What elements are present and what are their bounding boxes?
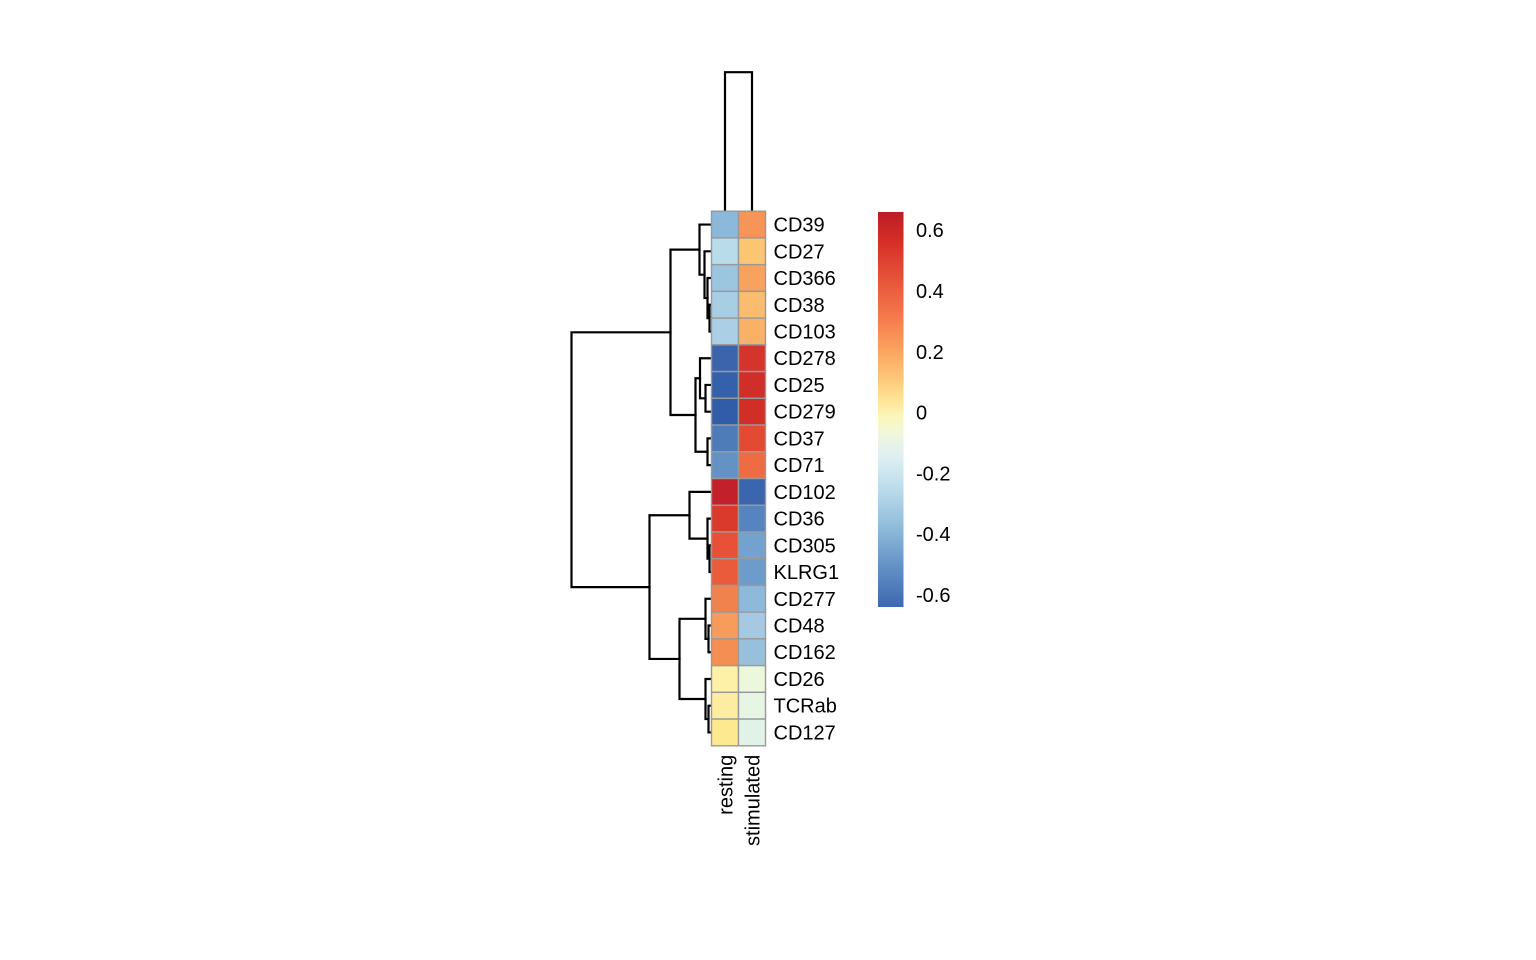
heatmap-cell: [710, 664, 740, 694]
row-label: CD127: [774, 722, 836, 744]
legend-tick-label: -0.2: [916, 463, 950, 485]
heatmap-cell: [710, 477, 740, 506]
legend-tick-label: -0.6: [916, 585, 950, 607]
heatmap-cell: [737, 477, 767, 506]
heatmap-cell: [737, 317, 767, 346]
heatmap-cell: [710, 237, 740, 266]
row-label: CD36: [774, 509, 825, 531]
heatmap-cell: [710, 557, 740, 587]
row-label: CD38: [774, 295, 825, 317]
row-label: TCRab: [774, 696, 837, 718]
heatmap-cell: [737, 237, 767, 266]
heatmap-cell: [737, 638, 767, 667]
row-dendrogram-branch: [678, 617, 707, 701]
row-label: CD102: [774, 482, 836, 504]
heatmap-cell: [710, 344, 740, 373]
row-label: CD71: [774, 455, 825, 477]
row-label: CD25: [774, 375, 825, 397]
heatmap-cell: [737, 210, 767, 239]
heatmap-cell: [710, 718, 740, 747]
row-label: CD278: [774, 348, 836, 370]
heatmap-cell: [737, 290, 767, 319]
legend-tick-label: 0.2: [916, 342, 944, 364]
row-label: CD366: [774, 268, 836, 290]
row-label: CD305: [774, 535, 836, 557]
heatmap-cell: [710, 691, 740, 720]
heatmap-cell: [737, 370, 767, 400]
row-label: CD103: [774, 321, 836, 343]
row-dendrogram-branch: [570, 331, 672, 589]
heatmap-cell: [737, 451, 767, 480]
heatmap-cell: [737, 584, 767, 613]
row-label: CD27: [774, 241, 825, 263]
heatmap-cell: [737, 424, 767, 453]
heatmap-cell: [710, 290, 740, 319]
column-dendrogram: [723, 71, 754, 213]
row-label: CD37: [774, 428, 825, 450]
heatmap-cell: [737, 397, 767, 426]
heatmap-cell: [710, 531, 740, 560]
legend-bar: [878, 212, 904, 607]
heatmap-cell: [737, 531, 767, 560]
row-label: KLRG1: [774, 562, 840, 584]
heatmap-cell: [710, 584, 740, 613]
legend-tick-label: 0.4: [916, 281, 944, 303]
heatmap-cell: [710, 504, 740, 533]
heatmap-cell: [737, 557, 767, 587]
row-label: CD277: [774, 589, 836, 611]
row-label: CD26: [774, 669, 825, 691]
heatmap-cell: [710, 451, 740, 480]
heatmap-cell: [737, 611, 767, 640]
row-label: CD48: [774, 616, 825, 638]
heatmap-cell: [710, 263, 740, 293]
heatmap-cell: [710, 424, 740, 453]
heatmap-cell: [737, 664, 767, 694]
heatmap-cell: [710, 397, 740, 426]
heatmap-cell: [710, 611, 740, 640]
heatmap-cell: [710, 317, 740, 346]
row-label: CD39: [774, 215, 825, 237]
row-label: CD279: [774, 402, 836, 424]
legend-tick-label: 0.6: [916, 220, 944, 242]
heatmap-cell: [737, 504, 767, 533]
heatmap-cell: [737, 691, 767, 720]
row-label: CD162: [774, 642, 836, 664]
legend-tick-label: 0: [916, 403, 927, 425]
heatmap-cell: [737, 718, 767, 747]
heatmap-cell: [710, 210, 740, 239]
heatmap-cell: [737, 263, 767, 293]
heatmap-cell: [710, 638, 740, 667]
heatmap-cell: [710, 370, 740, 400]
col-label: resting: [716, 755, 738, 815]
col-label: stimulated: [743, 755, 765, 846]
legend-tick-label: -0.4: [916, 524, 950, 546]
heatmap-cell: [737, 344, 767, 373]
row-dendrogram-branch: [648, 514, 691, 661]
